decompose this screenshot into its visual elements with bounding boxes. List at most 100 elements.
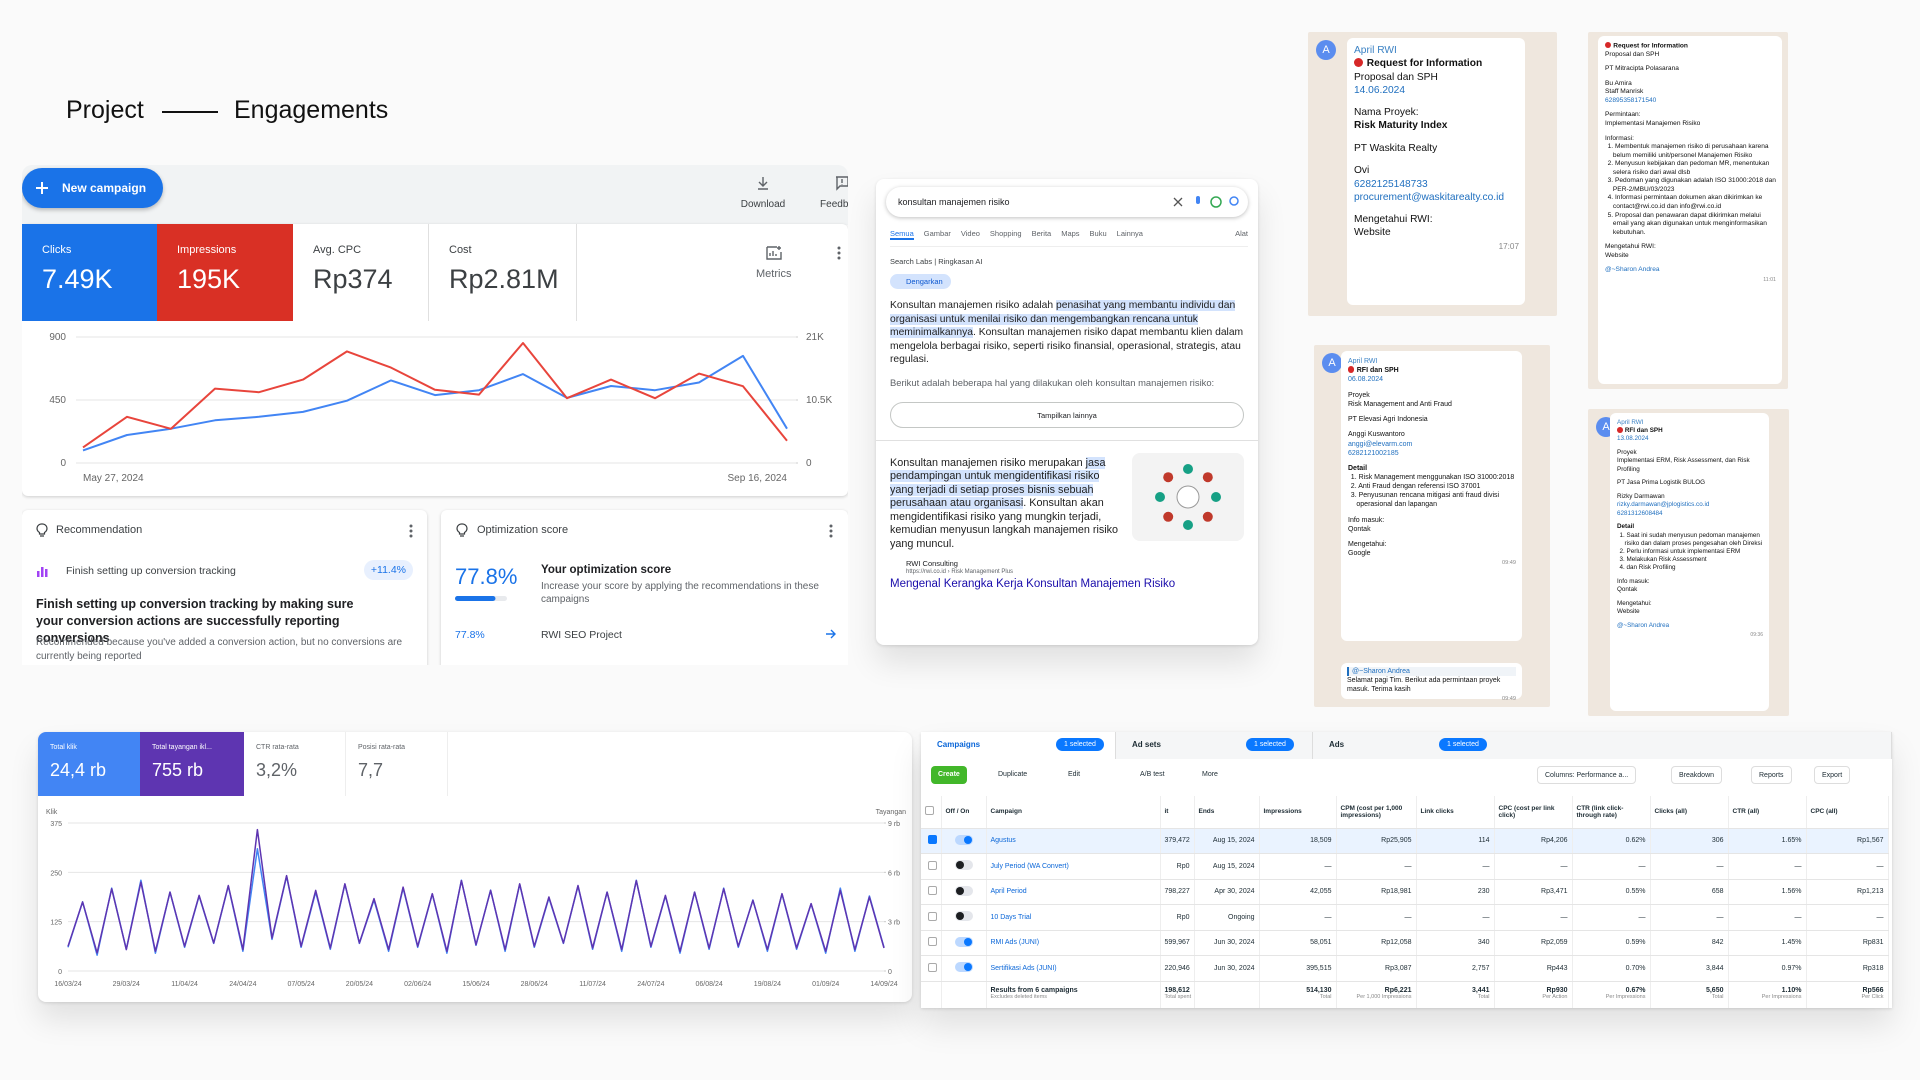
search-tab[interactable]: Maps xyxy=(1061,229,1080,238)
on-off-toggle[interactable] xyxy=(954,911,973,922)
column-header: Off / On xyxy=(941,796,987,829)
checkbox[interactable] xyxy=(927,860,937,870)
message-line: @~Sharon Andrea xyxy=(1605,266,1660,274)
campaign-name[interactable]: Sertifikasi Ads (JUNI) xyxy=(986,955,1161,982)
more-icon xyxy=(409,524,413,538)
campaign-name[interactable]: April Period xyxy=(986,879,1161,905)
campaign-name[interactable]: RMI Ads (JUNI) xyxy=(986,930,1161,956)
column-header: CTR (link click-through rate) xyxy=(1572,796,1651,829)
show-more-button[interactable]: Tampilkan lainnya xyxy=(890,401,1244,428)
cell: Rp12,058 xyxy=(1336,930,1417,956)
result-url: https://rwi.co.id › Risk Management Plus xyxy=(906,569,1014,575)
campaign-name[interactable]: Agustus xyxy=(986,828,1161,854)
listen-button[interactable]: Dengarkan xyxy=(890,274,951,289)
on-off-toggle[interactable] xyxy=(954,936,973,947)
metric-value: 755 rb xyxy=(152,760,204,780)
chat-screenshot: A April RWI RFI dan SPH 06.08.2024 Proyek Ris… xyxy=(1314,345,1550,707)
x-tick-label: 24/04/24 xyxy=(229,981,256,988)
cell: 1.45% xyxy=(1728,930,1807,956)
toolbar-button[interactable]: A/B test xyxy=(1140,771,1165,778)
cell: Rp18,981 xyxy=(1336,879,1417,905)
toolbar-button[interactable]: Create xyxy=(931,766,967,784)
checkbox[interactable] xyxy=(927,937,937,947)
y-tick-label: 375 xyxy=(50,821,62,828)
cell: Rp4,206 xyxy=(1494,828,1573,854)
blank xyxy=(921,981,942,1008)
campaign-name[interactable]: 10 Days Trial xyxy=(986,904,1161,931)
checkbox[interactable] xyxy=(927,911,937,921)
search-tab[interactable]: Lainnya xyxy=(1116,229,1143,238)
toolbar-button[interactable]: Edit xyxy=(1068,771,1081,778)
row-campaign: RWI SEO Project xyxy=(541,629,622,641)
total-cell: Rp6,221 Per 1,000 Impressions xyxy=(1336,981,1417,1008)
message-line: Permintaan: xyxy=(1605,111,1641,119)
on-off-toggle[interactable] xyxy=(954,885,973,896)
checkbox[interactable] xyxy=(927,962,937,972)
y2-tick-label: 3 rb xyxy=(888,920,900,927)
timestamp: 17:07 xyxy=(1498,241,1519,251)
search-tab[interactable]: Shopping xyxy=(989,229,1022,238)
message-line: 3. Melakukan Risk Assessment xyxy=(1619,556,1707,564)
search-tab[interactable]: Buku xyxy=(1089,229,1107,238)
total-cell: 198,612 Total spent xyxy=(1160,981,1195,1008)
column-header: CTR (all) xyxy=(1728,796,1807,829)
campaign-row: RMI Ads (JUNI) 599,967 Jun 30, 2024 58,051 R… xyxy=(921,930,1889,956)
nav-tab[interactable]: Ads 1 selected xyxy=(1313,732,1892,759)
on-off-toggle[interactable] xyxy=(954,860,973,871)
cell: Rp3,471 xyxy=(1494,879,1573,905)
search-tab[interactable]: Berita xyxy=(1031,229,1052,238)
total-value: Rp6,221 xyxy=(1384,986,1412,994)
campaign-name[interactable]: July Period (WA Convert) xyxy=(986,853,1161,880)
message-line: 1. Membentuk manajemen risiko di perusah… xyxy=(1607,143,1769,159)
x-tick-label: 11/04/24 xyxy=(171,981,198,988)
card-title: Optimization score xyxy=(477,524,569,536)
node xyxy=(1202,511,1213,522)
nav-tab[interactable]: Campaigns 1 selected xyxy=(921,732,1116,759)
search-tab[interactable]: Video xyxy=(960,229,980,238)
chat-screenshot: A April RWI Request for Information Proposa… xyxy=(1308,32,1557,316)
total-row: Results from 6 campaigns Excludes deleted… xyxy=(921,981,1889,1008)
bar-icon xyxy=(37,567,48,577)
toolbar-button[interactable]: Columns: Performance a... xyxy=(1537,766,1637,784)
toolbar-button[interactable]: Breakdown xyxy=(1671,766,1723,784)
y-tick-label: 250 xyxy=(50,870,62,877)
result-title[interactable]: Mengenal Kerangka Kerja Konsultan Manaje… xyxy=(890,578,1176,590)
cell: 2,757 xyxy=(1416,955,1495,982)
toolbar-button[interactable]: Reports xyxy=(1751,766,1792,784)
more-icon xyxy=(829,524,833,538)
row-score: 77.8% xyxy=(455,629,485,641)
chat-screenshot: A April RWI RFI dan SPH 13.08.2024 Proyek Imp… xyxy=(1588,409,1789,716)
toolbar-button[interactable]: Export xyxy=(1814,766,1851,784)
search-tab[interactable]: Gambar xyxy=(923,229,951,238)
total-cell: 514,130 Total xyxy=(1259,981,1337,1008)
cell: — xyxy=(1728,904,1807,931)
on-off-toggle[interactable] xyxy=(954,834,973,845)
on-off-toggle[interactable] xyxy=(954,962,973,973)
nav-tab[interactable]: Ad sets 1 selected xyxy=(1116,732,1313,759)
search-query[interactable]: konsultan manajemen risiko xyxy=(898,197,1010,207)
checkbox[interactable] xyxy=(927,886,937,896)
total-sublabel: Excludes deleted items xyxy=(990,993,1048,1000)
y-tick-label: 900 xyxy=(49,332,66,343)
cell: Rp0 xyxy=(1160,904,1195,931)
header-right: Engagements xyxy=(234,96,389,124)
metric-label: CTR rata-rata xyxy=(256,744,299,751)
message-line: RFI dan SPH xyxy=(1617,427,1763,435)
search-tab[interactable]: Alat xyxy=(1235,229,1248,238)
feedback-button-icon xyxy=(836,176,848,191)
feedback-button[interactable]: Feedback xyxy=(820,199,848,210)
new-campaign-button[interactable]: New campaign xyxy=(22,168,163,208)
dot xyxy=(409,534,413,538)
message-line: Nama Proyek: xyxy=(1354,107,1419,119)
message-line: 1. Risk Management menggunakan ISO 31000… xyxy=(1350,474,1515,482)
checkbox[interactable] xyxy=(927,835,937,845)
toolbar-button[interactable]: Duplicate xyxy=(998,771,1028,778)
node xyxy=(1202,471,1213,482)
data-line xyxy=(82,354,788,452)
total-text: Results from 6 campaigns xyxy=(990,986,1078,994)
download-button[interactable]: Download xyxy=(740,199,786,210)
blank xyxy=(941,981,987,1008)
metrics-button[interactable]: Metrics xyxy=(756,268,792,280)
search-tab[interactable]: Semua xyxy=(890,229,914,240)
toolbar-button[interactable]: More xyxy=(1202,771,1218,778)
